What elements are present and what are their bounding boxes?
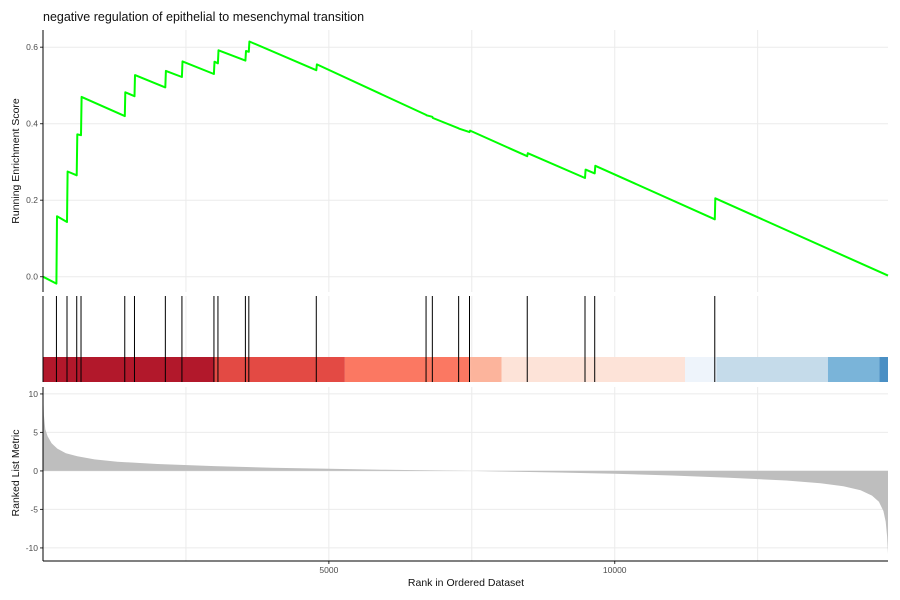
running-score-axis-title: Running Enrichment Score: [10, 98, 22, 224]
running-score-panel: 0.0 0.2 0.4 0.6 Running Enrichment Score: [10, 30, 889, 292]
ranked-metric-panel: -10 -5 0 5 10 5000 10000 Ranked List Metric R…: [10, 387, 888, 589]
ranked-metric-area: [43, 390, 888, 555]
rank-band: [827, 357, 880, 382]
rank-band: [501, 357, 686, 382]
x-tick-label: 10000: [603, 565, 627, 575]
y-tick-label: 0: [33, 466, 38, 476]
bottom-panel-gridlines: [43, 387, 888, 561]
y-tick-label: 5: [33, 427, 38, 437]
running-score-line: [42, 40, 889, 285]
rank-band: [344, 357, 471, 382]
rank-colour-bar: [43, 357, 888, 382]
rank-band: [879, 357, 888, 382]
rank-band: [43, 357, 215, 382]
rank-band: [214, 357, 345, 382]
top-panel-gridlines: [43, 30, 888, 292]
x-axis-title: Rank in Ordered Dataset: [408, 577, 524, 589]
y-tick-label: 0.2: [26, 195, 38, 205]
y-tick-label: -10: [26, 543, 39, 553]
y-tick-label: 10: [29, 389, 39, 399]
y-tick-label: 0.4: [26, 119, 38, 129]
rank-band: [716, 357, 828, 382]
y-tick-label: 0.6: [26, 42, 38, 52]
rank-band: [685, 357, 717, 382]
rank-x-axis: 5000 10000: [319, 561, 627, 575]
gene-hit-ticks: [42, 296, 716, 382]
ranked-metric-y-axis: -10 -5 0 5 10: [26, 389, 43, 553]
y-tick-label: -5: [30, 504, 38, 514]
gene-hits-panel: [42, 296, 888, 382]
rank-band: [470, 357, 502, 382]
running-score-y-axis: 0.0 0.2 0.4 0.6: [26, 42, 43, 282]
chart-title: negative regulation of epithelial to mes…: [43, 10, 364, 24]
ranked-metric-axis-title: Ranked List Metric: [10, 430, 22, 517]
y-tick-label: 0.0: [26, 272, 38, 282]
middle-panel-gridlines: [185, 296, 759, 357]
x-tick-label: 5000: [319, 565, 338, 575]
